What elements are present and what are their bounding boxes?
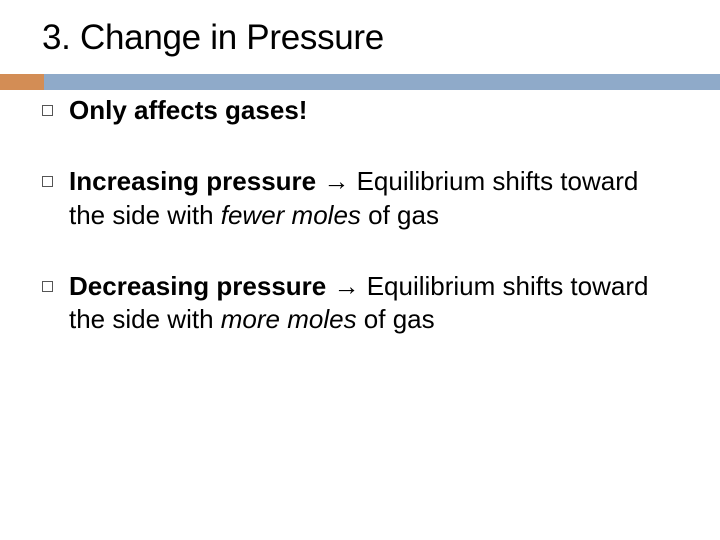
accent-orange-segment [0, 74, 44, 90]
text-run: Decreasing pressure [69, 271, 333, 301]
arrow-icon: → [333, 271, 359, 301]
bullet-text: Increasing pressure → Equilibrium shifts… [69, 165, 678, 232]
arrow-icon: → [323, 166, 349, 196]
slide: 3. Change in Pressure Only affects gases… [0, 0, 720, 540]
bullet-text: Decreasing pressure → Equilibrium shifts… [69, 270, 678, 337]
accent-bar [0, 74, 720, 90]
slide-content: Only affects gases! Increasing pressure →… [0, 58, 720, 336]
text-run: Only affects gases! [69, 95, 307, 125]
bullet-item: Only affects gases! [42, 94, 678, 127]
bullet-marker-icon [42, 105, 53, 116]
bullet-marker-icon [42, 281, 53, 292]
bullet-text: Only affects gases! [69, 94, 678, 127]
bullet-marker-icon [42, 176, 53, 187]
bullet-item: Decreasing pressure → Equilibrium shifts… [42, 270, 678, 337]
accent-blue-segment [44, 74, 720, 90]
text-run: Increasing pressure [69, 166, 323, 196]
text-run: fewer moles [221, 200, 361, 230]
text-run: more moles [221, 304, 357, 334]
bullet-item: Increasing pressure → Equilibrium shifts… [42, 165, 678, 232]
slide-title: 3. Change in Pressure [0, 0, 720, 58]
text-run: of gas [357, 304, 435, 334]
text-run: of gas [361, 200, 439, 230]
